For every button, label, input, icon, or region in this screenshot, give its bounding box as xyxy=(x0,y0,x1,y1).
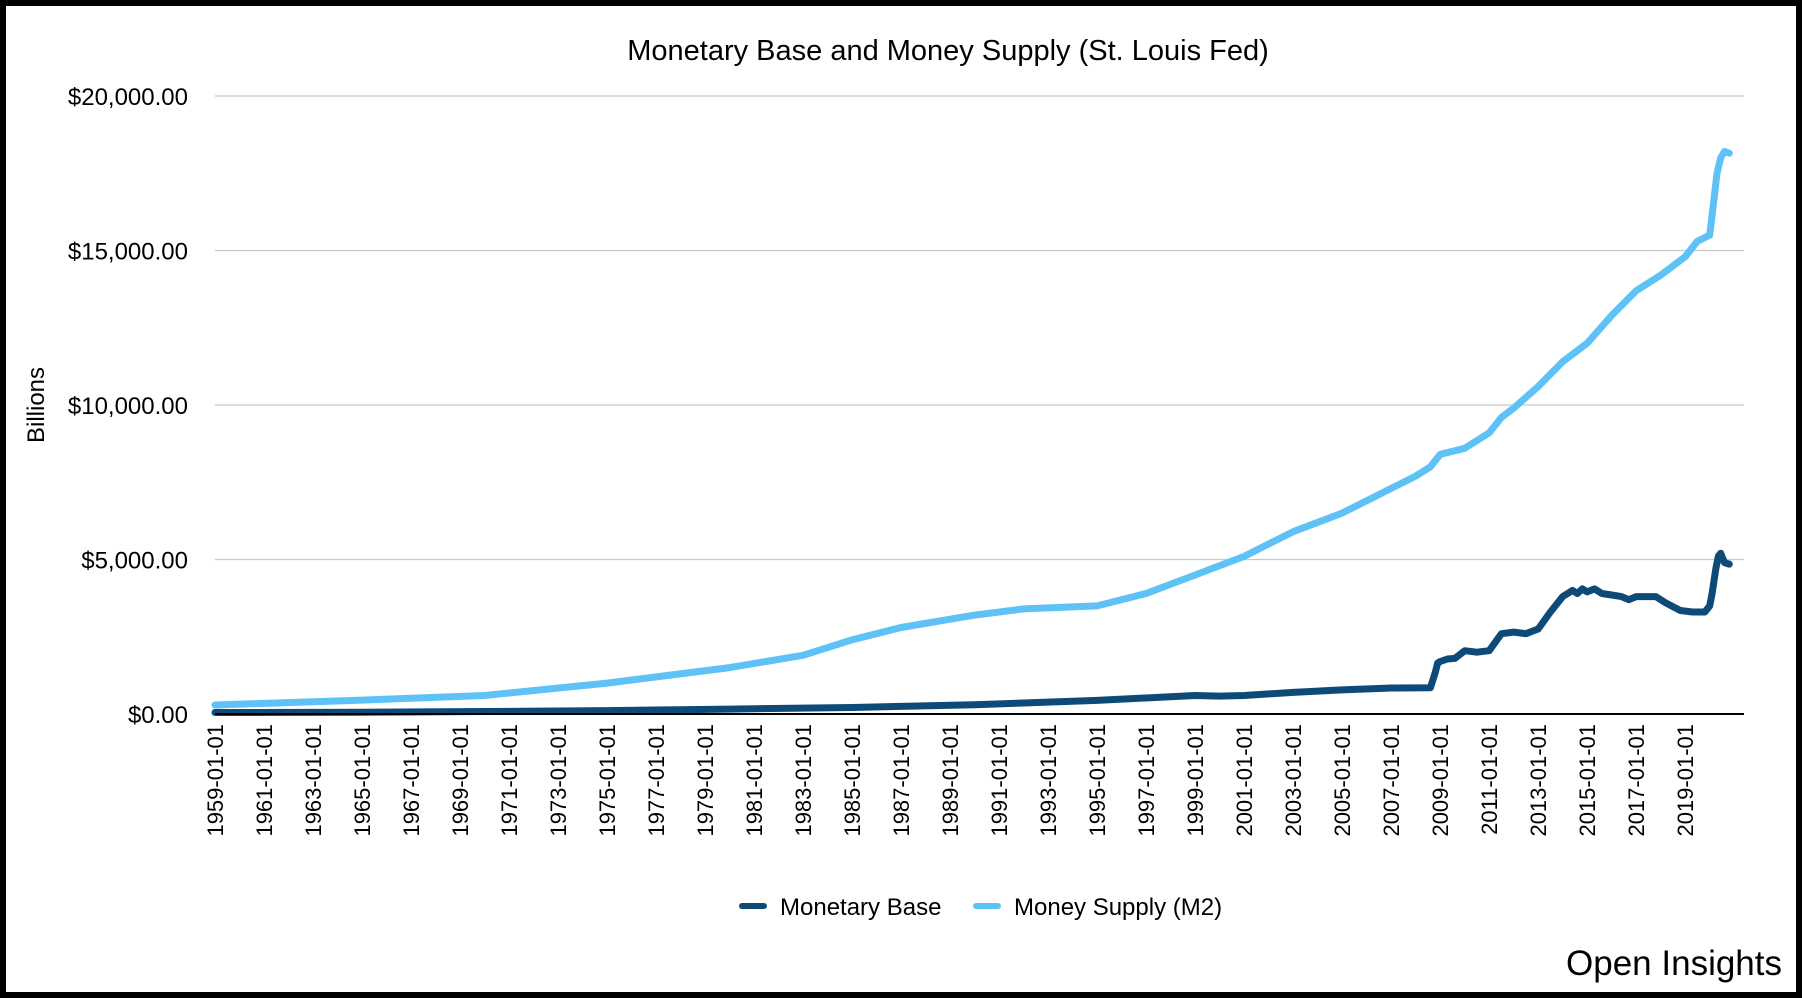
x-tick-label: 2011-01-01 xyxy=(1477,724,1502,835)
legend-label: Money Supply (M2) xyxy=(1014,894,1222,921)
x-tick-label: 2017-01-01 xyxy=(1624,724,1649,837)
x-tick-label: 2005-01-01 xyxy=(1330,724,1355,837)
y-tick-label: $15,000.00 xyxy=(68,239,188,266)
x-axis-ticks: 1959-01-01 1961-01-01 1963-01-01 1965-01-01… xyxy=(203,724,1698,837)
legend: Monetary Base Money Supply (M2) xyxy=(739,894,1222,921)
x-tick-label: 2003-01-01 xyxy=(1281,724,1306,837)
x-tick-label: 2013-01-01 xyxy=(1526,724,1551,837)
x-tick-label: 1975-01-01 xyxy=(595,724,620,837)
y-tick-label: $0.00 xyxy=(128,702,188,729)
y-tick-label: $5,000.00 xyxy=(81,548,188,575)
y-tick-label: $20,000.00 xyxy=(68,84,188,111)
x-tick-label: 2019-01-01 xyxy=(1673,724,1698,837)
x-tick-label: 1995-01-01 xyxy=(1085,724,1110,837)
x-tick-label: 1999-01-01 xyxy=(1183,724,1208,837)
x-tick-label: 1981-01-01 xyxy=(742,724,767,837)
series-line-money-supply-m2 xyxy=(211,148,1733,709)
x-tick-label: 2007-01-01 xyxy=(1379,724,1404,837)
x-tick-label: 1959-01-01 xyxy=(203,724,228,837)
x-tick-label: 2015-01-01 xyxy=(1575,724,1600,837)
x-tick-label: 1971-01-01 xyxy=(497,724,522,837)
series-lines xyxy=(211,148,1733,716)
x-tick-label: 1989-01-01 xyxy=(938,724,963,837)
watermark-text: Open Insights xyxy=(1566,944,1782,983)
x-tick-label: 1979-01-01 xyxy=(693,724,718,837)
x-tick-label: 1997-01-01 xyxy=(1134,724,1159,837)
y-axis-label: Billions xyxy=(23,367,50,443)
x-tick-label: 1991-01-01 xyxy=(987,724,1012,837)
gridlines xyxy=(215,95,1744,561)
chart-title: Monetary Base and Money Supply (St. Loui… xyxy=(627,35,1269,67)
x-tick-label: 1985-01-01 xyxy=(840,724,865,837)
x-tick-label: 1983-01-01 xyxy=(791,724,816,837)
x-tick-label: 1987-01-01 xyxy=(889,724,914,837)
x-tick-label: 1973-01-01 xyxy=(546,724,571,837)
x-tick-label: 2009-01-01 xyxy=(1428,724,1453,837)
x-tick-label: 1969-01-01 xyxy=(448,724,473,837)
y-axis-ticks: $0.00 $5,000.00 $10,000.00 $15,000.00 $20,00… xyxy=(68,84,188,729)
series-line-monetary-base xyxy=(211,549,1733,716)
x-tick-label: 2001-01-01 xyxy=(1232,724,1257,837)
y-tick-label: $10,000.00 xyxy=(68,393,188,420)
x-tick-label: 1963-01-01 xyxy=(301,724,326,837)
x-tick-label: 1961-01-01 xyxy=(252,724,277,837)
x-tick-label: 1965-01-01 xyxy=(350,724,375,837)
legend-label: Monetary Base xyxy=(780,894,941,921)
x-tick-label: 1977-01-01 xyxy=(644,724,669,837)
x-tick-label: 1967-01-01 xyxy=(399,724,424,837)
x-tick-label: 1993-01-01 xyxy=(1036,724,1061,837)
